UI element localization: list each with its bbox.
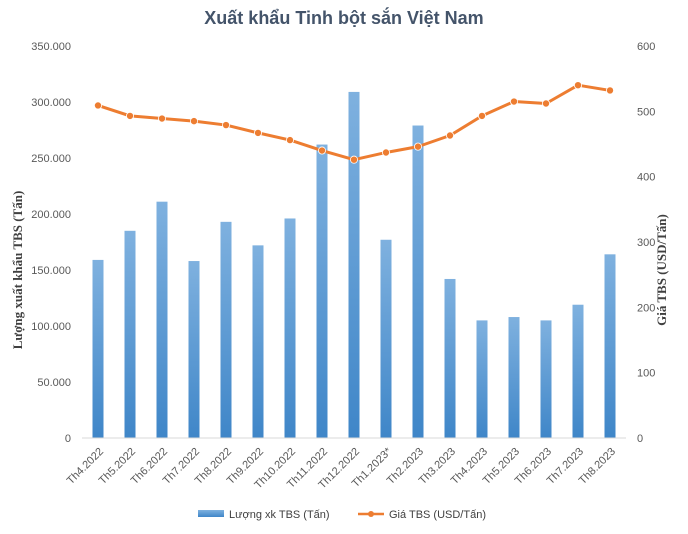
line-point [317, 146, 326, 155]
line-point [542, 99, 551, 108]
line-point [413, 142, 422, 151]
bar [92, 259, 104, 438]
line-point [126, 111, 135, 120]
left-axis-title: Lượng xuất khẩu TBS (Tấn) [10, 191, 25, 350]
right-tick-label: 400 [637, 172, 655, 184]
line-point [94, 101, 103, 110]
left-tick-label: 50.000 [37, 377, 71, 389]
bar [284, 218, 296, 438]
left-tick-label: 250.000 [31, 153, 71, 165]
right-tick-label: 500 [637, 106, 655, 118]
bar [572, 304, 584, 438]
bar [252, 245, 264, 438]
right-tick-label: 200 [637, 302, 655, 314]
left-tick-label: 150.000 [31, 265, 71, 277]
right-tick-label: 300 [637, 237, 655, 249]
line-point [349, 155, 358, 164]
bar [540, 320, 552, 438]
bar-series [92, 91, 616, 439]
line-point [574, 81, 583, 90]
line-point [445, 131, 454, 140]
bar [156, 201, 168, 438]
right-axis-title: Giá TBS (USD/Tấn) [654, 214, 669, 326]
x-axis-ticks: Th4.2022Th5.2022Th6.2022Th7.2022Th8.2022… [65, 445, 618, 491]
left-axis-ticks: 0 50.000 100.000 150.000 200.000 250.000 300.0… [31, 41, 71, 445]
left-tick-label: 100.000 [31, 321, 71, 333]
bar [508, 317, 520, 438]
line-point [189, 117, 198, 126]
left-tick-label: 300.000 [31, 97, 71, 109]
bar [316, 144, 328, 438]
legend-line-marker [368, 511, 374, 517]
left-tick-label: 0 [65, 433, 71, 445]
bar [412, 125, 424, 439]
legend-bar-label: Lượng xk TBS (Tấn) [229, 509, 330, 521]
line-point [253, 128, 262, 137]
right-tick-label: 0 [637, 433, 643, 445]
line-point [221, 121, 230, 130]
bar [444, 278, 456, 438]
bar [604, 254, 616, 438]
line-point [157, 114, 166, 123]
left-tick-label: 200.000 [31, 209, 71, 221]
bar [124, 230, 136, 438]
legend-bar-swatch [198, 510, 224, 517]
left-tick-label: 350.000 [31, 41, 71, 53]
bar [380, 239, 392, 438]
line-point [606, 86, 615, 95]
bar [220, 221, 232, 438]
line-point [477, 111, 486, 120]
bar [476, 320, 488, 438]
line-point [509, 97, 518, 106]
legend: Lượng xk TBS (Tấn) Giá TBS (USD/Tấn) [198, 509, 486, 521]
bar [348, 91, 360, 439]
bar [188, 261, 200, 438]
right-tick-label: 600 [637, 41, 655, 53]
right-axis-ticks: 0 100 200 300 400 500 600 [637, 41, 655, 445]
line-point [381, 148, 390, 157]
legend-line-label: Giá TBS (USD/Tấn) [389, 509, 486, 521]
chart-title: Xuất khẩu Tinh bột sắn Việt Nam [204, 7, 483, 28]
right-tick-label: 100 [637, 368, 655, 380]
line-point [285, 136, 294, 145]
line-series [94, 81, 615, 164]
